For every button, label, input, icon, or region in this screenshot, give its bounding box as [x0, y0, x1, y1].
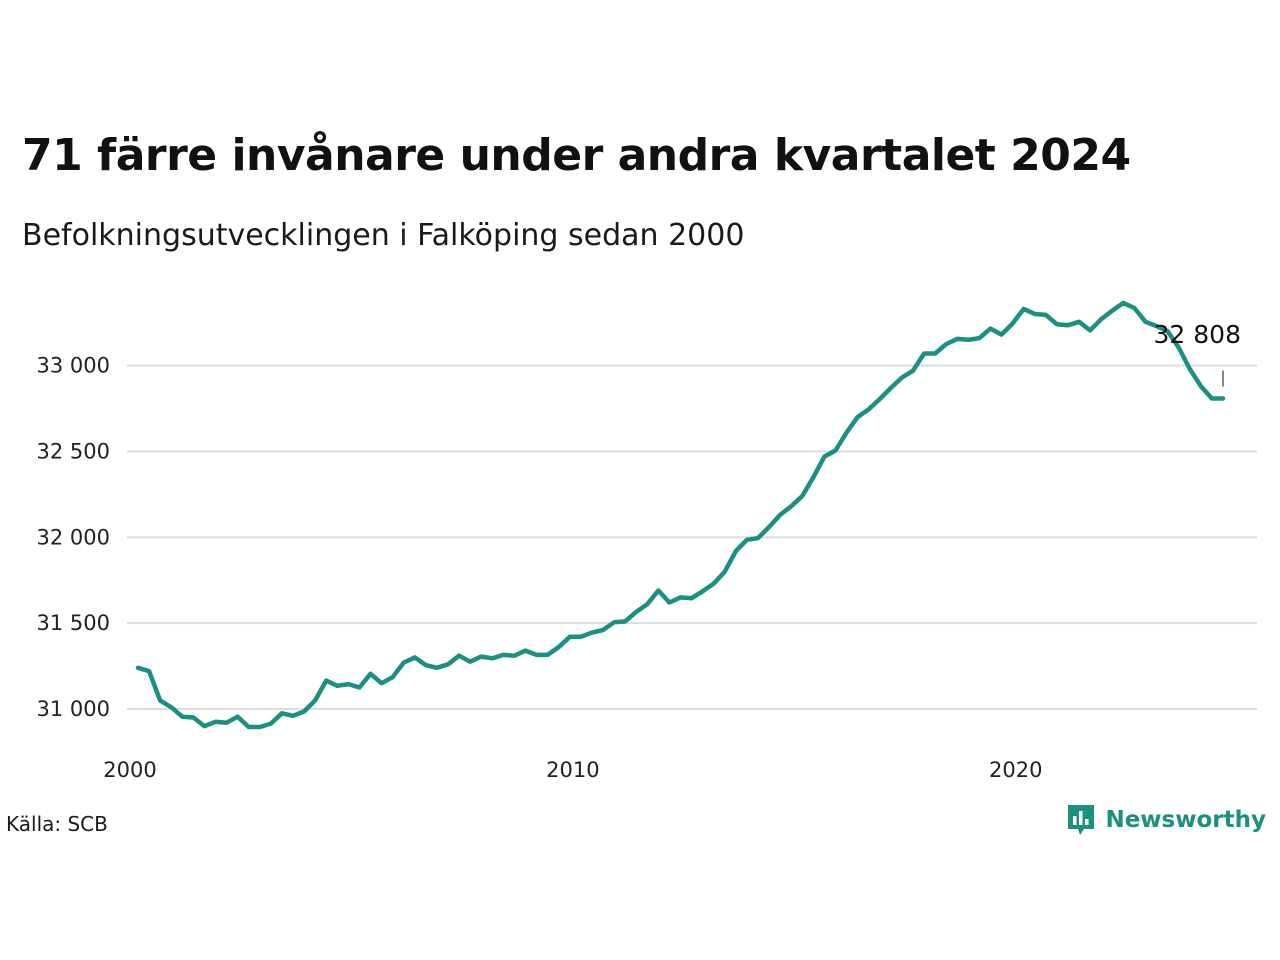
series-line [135, 300, 1226, 730]
x-tick-label: 2000 [103, 758, 156, 782]
brand-name: Newsworthy [1105, 807, 1266, 833]
x-tick-label: 2010 [546, 758, 599, 782]
y-tick-label: 32 500 [37, 439, 110, 463]
brand: Newsworthy [1066, 803, 1266, 837]
newsworthy-logo-icon [1068, 805, 1095, 835]
x-tick-label: 2020 [989, 758, 1042, 782]
chart-title: 71 färre invånare under andra kvartalet … [22, 130, 1131, 181]
end-value-label: 32 808 [1154, 320, 1241, 349]
source-note: Källa: SCB [6, 812, 108, 836]
y-tick-label: 31 500 [37, 611, 110, 635]
y-tick-label: 31 000 [37, 697, 110, 721]
chart-subtitle: Befolkningsutvecklingen i Falköping seda… [22, 218, 745, 253]
y-tick-label: 32 000 [37, 525, 110, 549]
y-tick-label: 33 000 [37, 354, 110, 378]
